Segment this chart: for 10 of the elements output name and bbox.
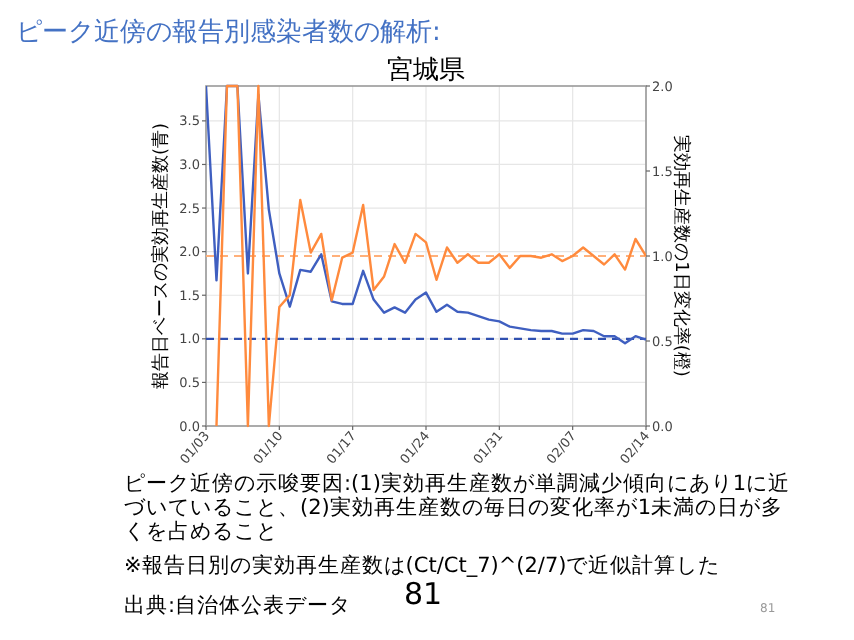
source-note: 出典:自治体公表データ xyxy=(124,594,354,618)
y-axis-title: 報告日ベースの実効再生産数(青) xyxy=(150,122,172,390)
line-series xyxy=(215,84,646,428)
y2-axis-title: 実効再生産数の1日変化率(橙) xyxy=(670,135,692,377)
chart-title: ピーク近傍の報告別感染者数の解析: xyxy=(16,18,441,48)
text: ピーク近傍の示唆要因:(1)実効再生産数が単調減少傾向にあり1に近づいていること、(2)実効再生産数の毎日の変化率が1未満の日が多くを占めること xyxy=(124,472,793,544)
text: ※報告日別の実効再生産数は(Ct/Ct_7)^(2/7)で近似計算した xyxy=(124,554,723,578)
text: 81 xyxy=(404,576,443,612)
line-series xyxy=(206,84,646,345)
chart-subtitle: 宮城県 xyxy=(387,54,465,86)
